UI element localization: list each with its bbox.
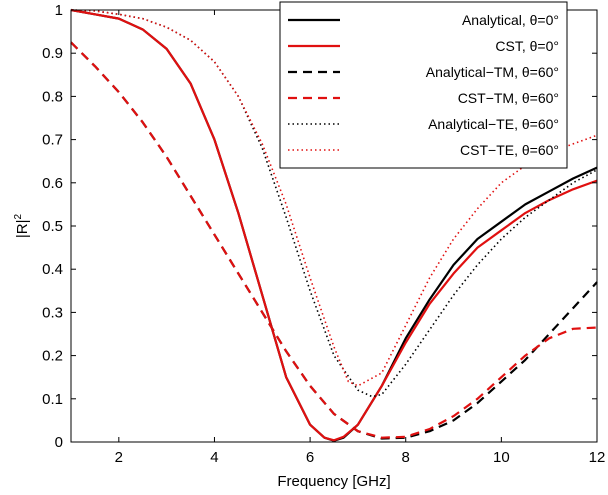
series-line-5 [70,9,598,387]
x-tick-label: 8 [402,449,410,466]
legend-label-2: Analytical−TM, θ=60° [426,64,559,80]
legend: Analytical, θ=0° CST, θ=0° Analytical−TM, … [279,1,568,169]
y-tick-label: 0.3 [42,304,63,321]
y-tick-label: 0.4 [42,261,63,278]
x-tick-label: 12 [589,449,606,466]
y-axis-label-superscript: 2 [13,213,24,219]
series-line-3 [70,41,598,439]
legend-box [279,1,568,169]
x-axis-label: Frequency [GHz] [277,473,390,490]
series-layer [70,8,598,442]
x-tick-label: 10 [493,449,510,466]
y-tick-label: 0.7 [42,132,63,149]
y-tick-label: 0.8 [42,88,63,105]
y-tick-label: 0.5 [42,218,63,235]
x-tick-label: 4 [210,449,218,466]
y-tick-label: 0.1 [42,391,63,408]
y-tick-label: 0.2 [42,348,63,365]
y-tick-label: 0.6 [42,175,63,192]
x-tick-label: 6 [306,449,314,466]
y-axis-label-base: |R| [14,219,31,238]
legend-label-0: Analytical, θ=0° [462,12,559,28]
legend-label-4: Analytical−TE, θ=60° [428,116,559,132]
y-tick-label: 0.9 [42,45,63,62]
x-tick-label: 2 [115,449,123,466]
y-axis-label: |R|2 [13,213,31,238]
y-tick-label: 1 [55,2,63,19]
legend-label-5: CST−TE, θ=60° [460,142,559,158]
y-tick-label: 0 [55,434,63,451]
legend-label-3: CST−TM, θ=60° [458,90,559,106]
series-line-1 [70,8,598,442]
legend-label-1: CST, θ=0° [495,38,559,54]
